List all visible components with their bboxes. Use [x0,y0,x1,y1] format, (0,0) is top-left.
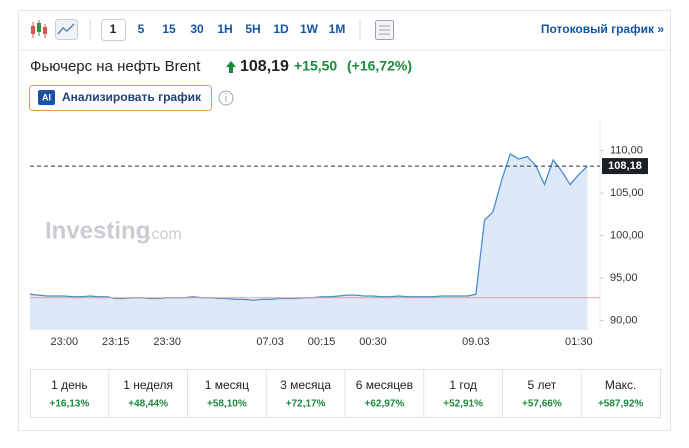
last-price-box [602,158,648,175]
x-tick-label: 00:15 [308,336,336,348]
chart: Investing .com 90,00 95,00 100,00 105,00 110… [29,120,648,348]
y-tick-label: 100,00 [610,230,644,242]
interval-button[interactable]: 1H [217,22,232,36]
period-change: +72,17% [286,399,326,410]
interval-button[interactable]: 1M [329,22,346,36]
x-tick-label: 23:30 [153,336,181,348]
stream-link[interactable]: Потоковый график » [541,22,664,36]
period-change: +587,92% [598,399,643,410]
ai-label: Анализировать график [62,90,202,104]
y-tick-label: 95,00 [610,272,638,284]
x-tick-label: 07.03 [256,336,284,348]
period-change: +52,91% [443,399,483,410]
interval-selected [101,19,126,41]
info-icon[interactable] [218,90,234,106]
interval-button[interactable]: 5H [245,22,260,36]
period-change: +62,97% [364,399,404,410]
y-tick-label: 90,00 [610,315,638,327]
period-change: +57,66% [522,399,562,410]
up-arrow [226,61,236,73]
price-change: +15,50 [294,58,337,74]
period-label[interactable]: 1 месяц [205,378,249,392]
y-tick-label: 110,00 [610,145,643,157]
period-label[interactable]: 5 лет [527,378,556,392]
ai-button[interactable]: AI Анализировать график [29,85,212,111]
period-change: +58,10% [207,399,247,410]
x-tick-label: 23:15 [102,336,130,348]
x-tick-label: 09.03 [462,336,490,348]
period-label[interactable]: 6 месяцев [356,378,413,392]
period-label[interactable]: 1 день [51,378,88,392]
x-tick-label: 00:30 [359,336,387,348]
period-change: +16,13% [49,399,89,410]
interval-button[interactable]: 5 [138,22,145,36]
x-tick-label: 01:30 [565,336,593,348]
period-label[interactable]: 3 месяца [280,378,331,392]
x-tick-label: 23:00 [51,336,79,348]
interval-button[interactable]: 1D [273,22,289,36]
ai-badge: AI [42,92,51,102]
interval-button[interactable]: 1 [110,22,117,36]
table-icon[interactable] [375,20,394,40]
price: 108,19 [240,58,289,75]
period-label[interactable]: 1 год [449,378,477,392]
last-price-label: 108,18 [608,160,642,172]
period-change: +48,44% [128,399,168,410]
candle-icon[interactable] [31,20,47,38]
area-fill [30,154,588,330]
instrument-title: Фьючерс на нефть Brent [30,58,201,75]
interval-button[interactable]: 1W [300,22,319,36]
watermark-suffix: .com [147,226,182,243]
area-icon[interactable] [55,19,78,40]
period-label[interactable]: Макс. [605,378,637,392]
y-tick-label: 105,00 [610,187,644,199]
price-change-pct: (+16,72%) [347,58,412,74]
watermark: Investing [45,217,150,244]
interval-button[interactable]: 15 [162,22,176,36]
period-label[interactable]: 1 неделя [123,378,173,392]
interval-button[interactable]: 30 [190,22,204,36]
